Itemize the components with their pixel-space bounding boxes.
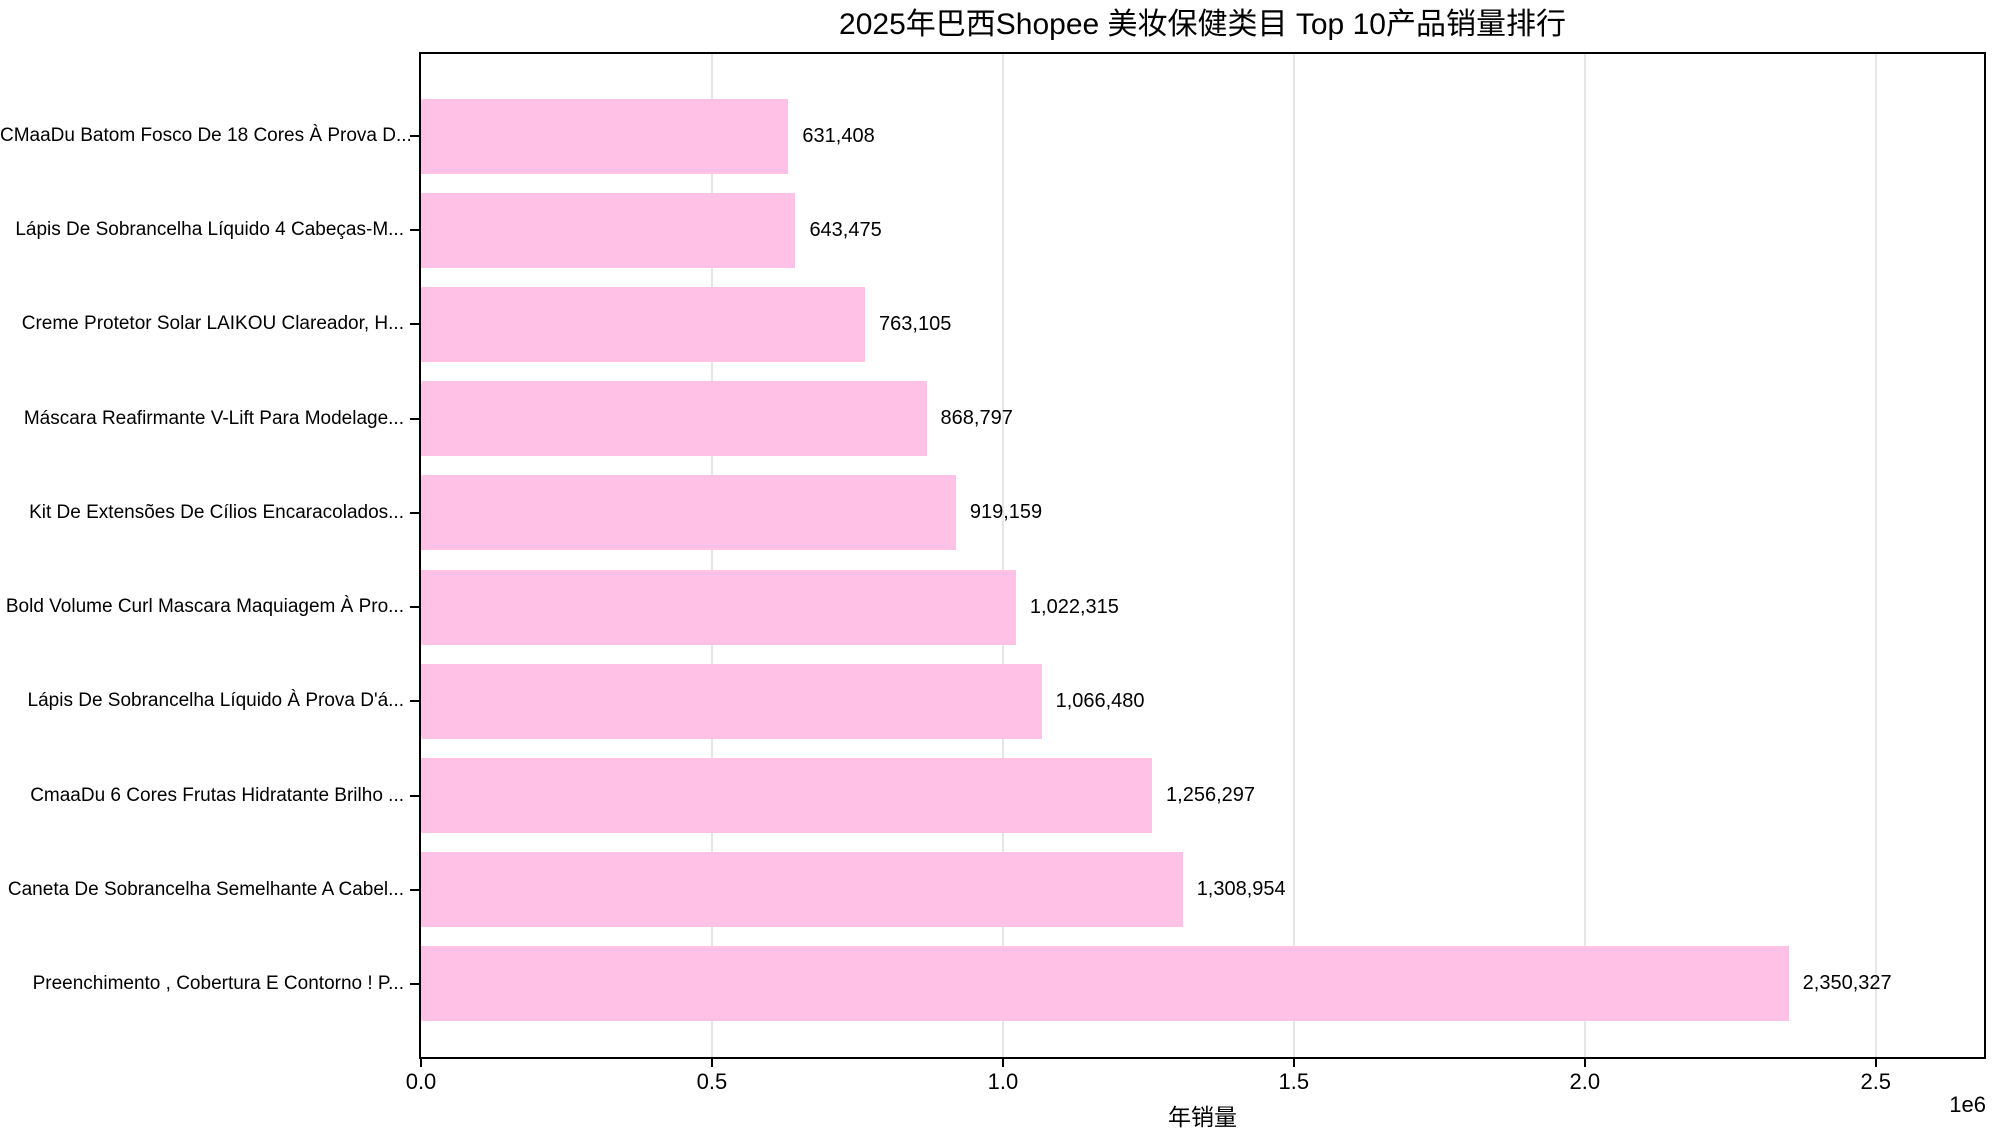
bar-row: 763,105	[421, 286, 1984, 362]
x-tick-mark	[1583, 1059, 1586, 1067]
gridline-x-2.5	[1874, 54, 1877, 1057]
y-axis-category-label: Máscara Reafirmante V-Lift Para Modelage…	[23, 407, 404, 429]
y-tick-mark	[410, 323, 419, 326]
x-tick-label: 2.0	[1569, 1069, 1601, 1094]
bar-value-label: 1,256,297	[1166, 784, 1256, 807]
x-tick-mark	[1001, 1059, 1004, 1067]
bar	[421, 286, 866, 362]
bar	[421, 946, 1789, 1022]
bar	[421, 192, 796, 268]
bar-value-label: 643,475	[809, 218, 882, 241]
bar-row: 1,066,480	[421, 663, 1984, 739]
bar-value-label: 763,105	[879, 312, 952, 335]
gridline-x-1.5	[1292, 54, 1295, 1057]
y-axis-category-label: Kit De Extensões De Cílios Encaracolados…	[29, 501, 404, 523]
y-axis-category-label: Bold Volume Curl Mascara Maquiagem À Pro…	[5, 596, 404, 618]
bar-row: 631,408	[421, 98, 1984, 174]
bar	[421, 475, 956, 551]
x-tick-mark	[1874, 1059, 1877, 1067]
y-axis-category-label: CMaaDu Batom Fosco De 18 Cores À Prova D…	[0, 125, 412, 146]
y-axis-category-label: Preenchimento , Cobertura E Contorno ! P…	[32, 972, 404, 994]
gridline-x-0.5	[710, 54, 713, 1057]
bar-row: 1,256,297	[421, 758, 1984, 834]
bar-row: 643,475	[421, 192, 1984, 268]
bar-value-label: 868,797	[940, 407, 1013, 430]
y-tick-mark	[410, 888, 419, 891]
x-tick-label: 0.5	[696, 1069, 728, 1094]
bar-value-label: 2,350,327	[1802, 972, 1892, 995]
plot-area: 631,408 643,475 763,105 868,797 919,159 1,022…	[419, 52, 1986, 1059]
y-tick-mark	[410, 135, 419, 137]
bar-row: 2,350,327	[421, 946, 1984, 1022]
y-tick-mark	[410, 606, 419, 609]
gridline-x-1	[1001, 54, 1004, 1057]
y-tick-mark	[410, 511, 419, 514]
gridline-x-2	[1583, 54, 1586, 1057]
y-axis-category-label: Creme Protetor Solar LAIKOU Clareador, H…	[21, 313, 404, 335]
bar-row: 1,022,315	[421, 569, 1984, 645]
x-axis-offset-text: 1e6	[1949, 1092, 1986, 1117]
bar-row: 868,797	[421, 381, 1984, 457]
x-axis-label: 年销量	[1168, 1104, 1237, 1130]
y-axis-category-label: CmaaDu 6 Cores Frutas Hidratante Brilho …	[30, 784, 404, 806]
x-tick-label: 0.0	[405, 1069, 437, 1094]
y-tick-mark	[410, 229, 419, 232]
bar-value-label: 631,408	[802, 124, 875, 147]
x-tick-label: 1.5	[1278, 1069, 1310, 1094]
bar-row: 919,159	[421, 475, 1984, 551]
chart-title: 2025年巴西Shopee 美妆保健类目 Top 10产品销量排行	[839, 8, 1566, 41]
bar	[421, 758, 1153, 834]
y-tick-mark	[410, 417, 419, 420]
bar	[421, 663, 1042, 739]
y-tick-mark	[410, 794, 419, 797]
y-tick-mark	[410, 700, 419, 703]
bar	[421, 381, 927, 457]
x-tick-label: 2.5	[1860, 1069, 1892, 1094]
bar	[421, 569, 1016, 645]
bar-value-label: 1,308,954	[1196, 878, 1286, 901]
y-axis-category-label: Lápis De Sobrancelha Líquido À Prova D'á…	[27, 690, 404, 712]
x-tick-label: 1.0	[987, 1069, 1019, 1094]
y-tick-mark	[410, 982, 419, 985]
bar-value-label: 1,066,480	[1055, 689, 1145, 712]
bar	[421, 852, 1183, 928]
y-axis-category-label: Lápis De Sobrancelha Líquido 4 Cabeças-M…	[15, 219, 404, 241]
y-axis-category-label: Caneta De Sobrancelha Semelhante A Cabel…	[7, 878, 404, 900]
plot-inner: 631,408 643,475 763,105 868,797 919,159 1,022…	[421, 54, 1984, 1057]
bar-value-label: 919,159	[969, 501, 1043, 524]
x-tick-mark	[710, 1059, 713, 1067]
bar-value-label: 1,022,315	[1029, 595, 1119, 618]
x-tick-mark	[1292, 1059, 1295, 1067]
x-tick-mark	[420, 1059, 422, 1067]
bar	[421, 98, 789, 174]
bar-row: 1,308,954	[421, 852, 1984, 928]
